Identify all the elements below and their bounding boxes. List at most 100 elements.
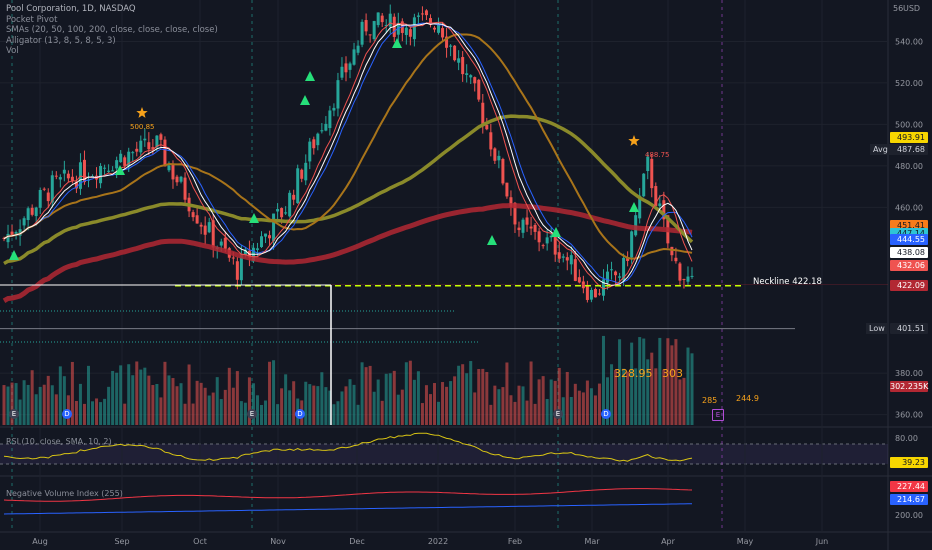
earnings-dividend-marker[interactable]: D [295,409,305,419]
volume-bar [481,368,485,425]
volume-bar [372,391,376,425]
volume-bar [388,373,392,425]
volume-bar [408,360,412,425]
volume-bar [593,395,597,425]
candle [131,152,135,154]
earnings-dividend-marker[interactable]: E [247,409,257,419]
candle [332,107,336,111]
volume-bar [573,383,577,425]
pocket-pivot-icon [9,250,19,260]
candle [537,231,541,243]
volume-bar [74,400,78,425]
candle [300,169,304,179]
candle [340,66,344,78]
pocket-pivot-icon [300,95,310,105]
earnings-dividend-marker[interactable]: E [9,409,19,419]
volume-bar [525,400,529,425]
volume-bar [622,368,626,425]
candle [336,80,340,109]
volume-bar [445,386,449,425]
volume-bar [449,381,453,425]
volume-bar [215,377,219,425]
volume-bar [227,367,231,425]
pocket-pivot-icon [305,71,315,81]
nvi-label[interactable]: Negative Volume Index (255) [6,489,123,498]
pocket-pivot-icon [115,165,125,175]
volume-bar [545,398,549,425]
candle [497,155,501,161]
volume-bar [324,387,328,425]
legend-indicator-vol[interactable]: Vol [6,46,19,56]
annotation-low-1: 285 [702,396,718,405]
candle [372,21,376,40]
candle [545,237,549,244]
volume-bar [420,403,424,425]
volume-bar [581,392,585,425]
volume-bar [469,361,473,425]
volume-bar [541,376,545,425]
price-badge-label: Avg [870,144,891,156]
price-badge-label: Low [866,323,888,335]
legend-indicator-alligator[interactable]: Alligator (13, 8, 5, 8, 5, 3) [6,35,116,46]
candle [485,124,489,130]
volume-bar [211,392,215,425]
volume-bar [585,380,589,425]
volume-bar [517,385,521,425]
rsi-label[interactable]: RSI (10, close, SMA, 10, 2) [6,437,112,446]
candle [352,49,356,65]
earnings-dividend-marker[interactable]: E [553,409,563,419]
nvi-axis-tick: 200.00 [895,511,923,520]
candle [6,233,10,243]
candle [304,162,308,181]
candle [513,202,517,225]
candle [618,276,622,278]
candle [585,286,589,300]
candle [561,256,565,258]
legend-indicator-pocket-pivot[interactable]: Pocket Pivot [6,14,58,25]
candle [316,133,320,146]
volume-bar [642,338,646,425]
nvi-value-badge-1: 227.44 [890,481,928,492]
candle [82,159,86,183]
candle [191,212,195,218]
candle [404,27,408,36]
candle [541,245,545,247]
earnings-dividend-marker[interactable]: E [712,409,724,421]
candle [368,34,372,36]
candle [123,157,127,166]
volume-bar [428,394,432,425]
volume-bar [658,337,662,425]
annotation-high-1: 500.85 [130,123,155,131]
volume-bar [332,404,336,425]
candle [235,261,239,280]
time-axis-label: 2022 [428,537,448,546]
pocket-pivot-icon [487,235,497,245]
earnings-dividend-marker[interactable]: D [62,409,72,419]
legend-indicator-smas[interactable]: SMAs (20, 50, 100, 200, close, close, cl… [6,25,218,35]
volume-bar [610,364,614,425]
candle [264,233,268,237]
candle [461,57,465,75]
volume-bar [682,377,686,425]
price-badge: 432.06 [890,259,928,271]
volume-bar [203,387,207,425]
candle [597,293,601,295]
volume-bar [312,385,316,425]
volume-bar [38,386,42,425]
volume-bar [473,392,477,425]
volume-bar [259,404,263,425]
volume-bar [207,395,211,425]
candle [111,170,115,172]
candle [14,232,18,234]
nvi-ema-line [3,503,693,515]
earnings-dividend-marker[interactable]: D [601,409,611,419]
sma200-line [2,203,693,303]
volume-bar [457,365,461,425]
volume-bar [280,388,284,425]
price-axis-tick: 360.00 [895,411,923,420]
candle [384,25,388,27]
candle [207,222,211,233]
candle [408,29,412,37]
